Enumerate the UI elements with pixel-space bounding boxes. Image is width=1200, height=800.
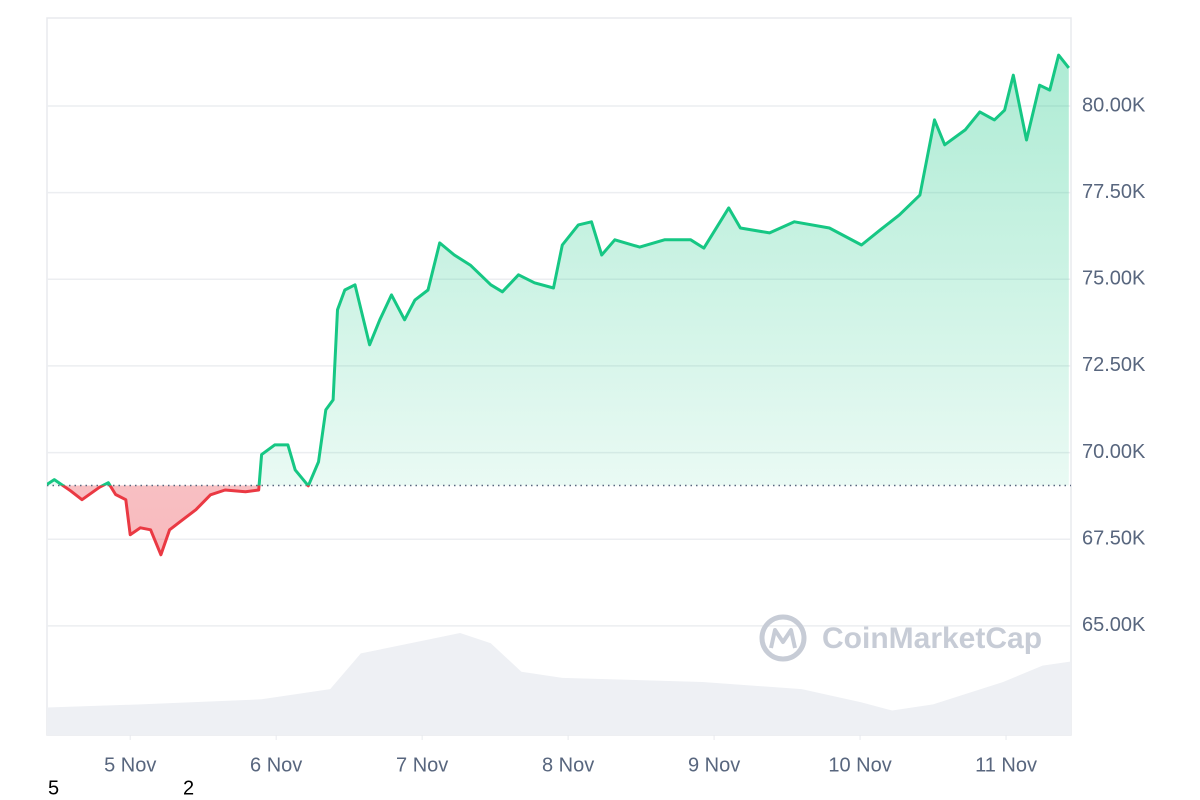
price-line-down xyxy=(47,485,311,557)
x-tick-label: 8 Nov xyxy=(542,754,594,776)
watermark-logo xyxy=(759,614,807,662)
price-line-up xyxy=(47,53,1070,486)
x-tick-label: 9 Nov xyxy=(688,754,740,776)
y-tick-label: 80.00K xyxy=(1082,94,1146,116)
y-tick-label: 65.00K xyxy=(1082,614,1146,636)
watermark-text: CoinMarketCap xyxy=(822,622,1042,655)
plot-layer xyxy=(47,53,1071,557)
area-down xyxy=(62,485,309,555)
area-up xyxy=(47,55,1069,486)
labels: 65.00K 67.50K 70.00K 72.50K 75.00K 77.50K 80.0… xyxy=(104,94,1146,776)
footer-text: 2 xyxy=(183,777,194,799)
y-tick-label: 75.00K xyxy=(1082,268,1146,290)
y-tick-label: 70.00K xyxy=(1082,441,1146,463)
watermark: CoinMarketCap xyxy=(759,614,1042,662)
x-tick-label: 7 Nov xyxy=(396,754,448,776)
x-tick-label: 6 Nov xyxy=(250,754,302,776)
x-tick-label: 5 Nov xyxy=(104,754,156,776)
y-tick-label: 67.50K xyxy=(1082,527,1146,549)
y-tick-label: 77.50K xyxy=(1082,181,1146,203)
footer-text: 5 xyxy=(48,777,59,799)
watermark-logo-m xyxy=(769,628,797,649)
volume-layer xyxy=(47,633,1071,735)
x-tick-label: 11 Nov xyxy=(975,754,1037,776)
x-tick-label: 10 Nov xyxy=(828,754,891,776)
y-tick-label: 72.50K xyxy=(1082,354,1146,376)
volume-area xyxy=(47,633,1071,735)
